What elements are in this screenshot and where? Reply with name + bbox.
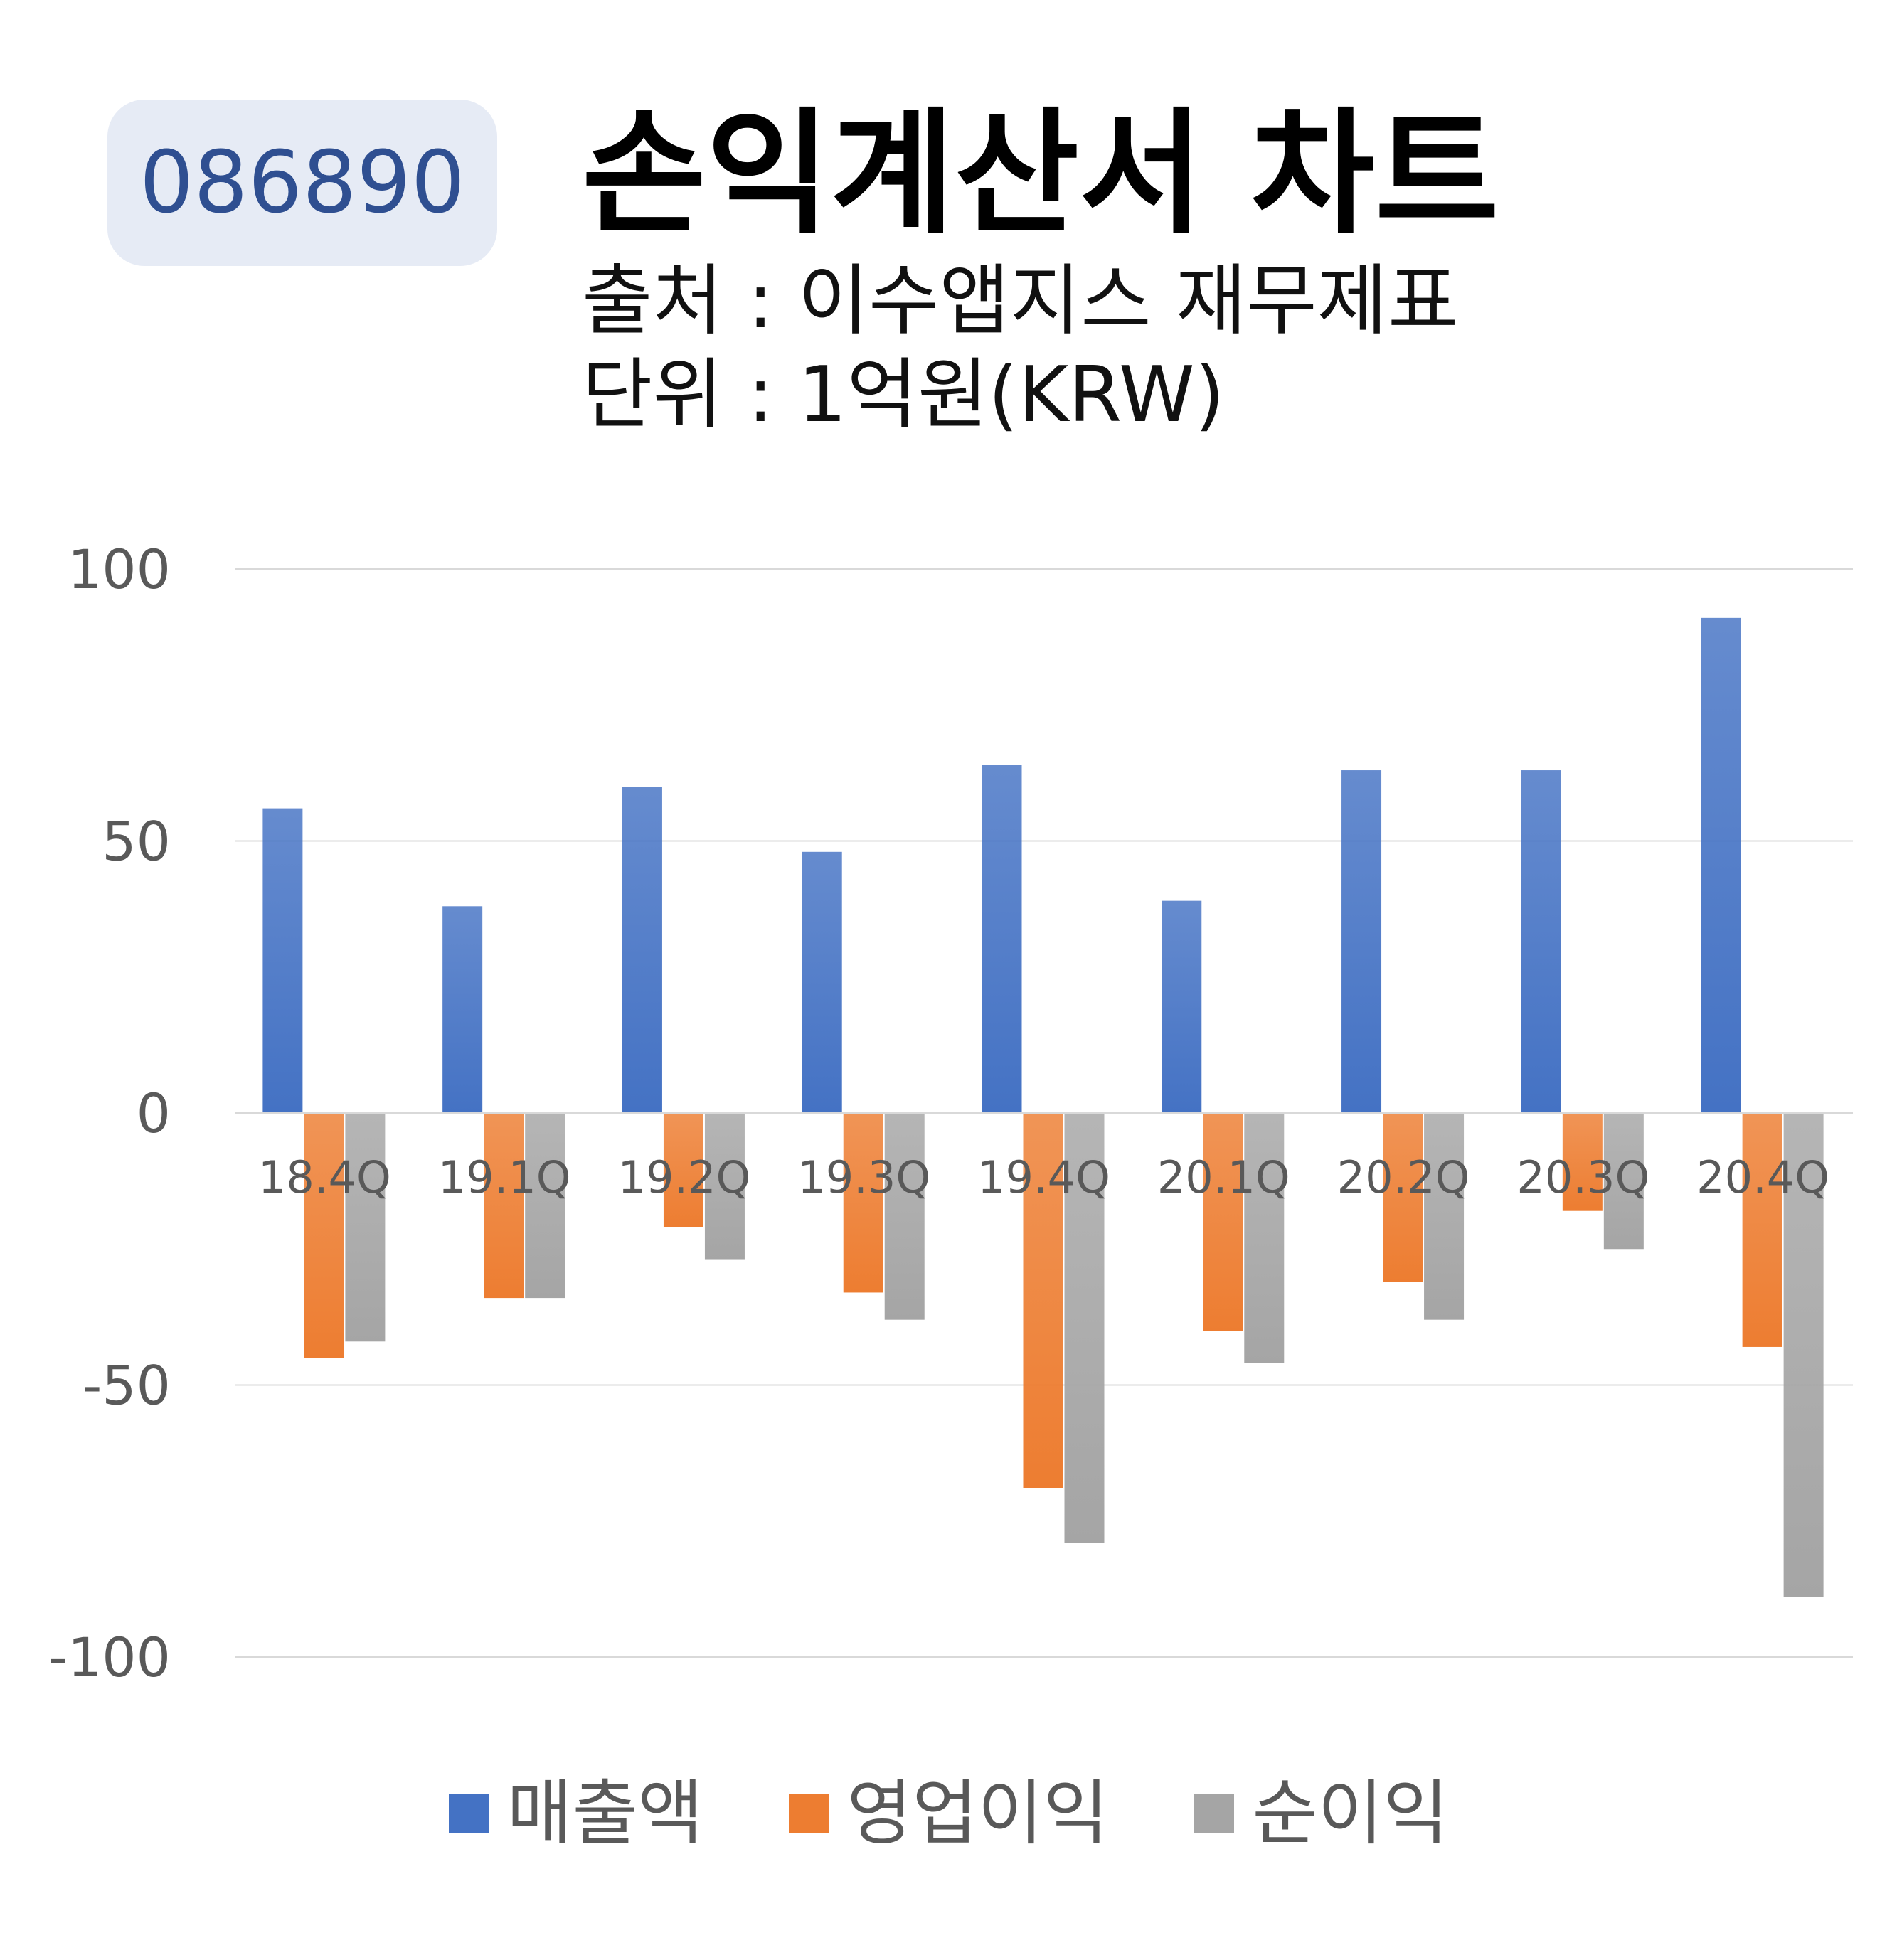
x-category-label: 20.2Q (1337, 1151, 1470, 1203)
stock-code: 086890 (139, 133, 466, 233)
bar-operating-income-19.2Q (663, 1113, 703, 1227)
legend-label: 영업이익 (846, 1772, 1109, 1855)
legend-item-operating-income: 영업이익 (788, 1772, 1109, 1855)
x-category-label: 19.3Q (797, 1151, 930, 1203)
y-tick-label: 50 (102, 810, 171, 873)
bar-operating-income-20.1Q (1203, 1113, 1243, 1331)
unit-note: 단위 : 1억원(KRW) (582, 351, 1225, 440)
legend-label: 순이익 (1252, 1772, 1449, 1855)
x-category-label: 20.1Q (1157, 1151, 1290, 1203)
bar-operating-income-19.3Q (843, 1113, 883, 1293)
bars (235, 617, 1853, 1597)
y-tick-label: 0 (137, 1082, 171, 1145)
source-note: 출처 : 이수앱지스 재무제표 (582, 257, 1459, 346)
category-labels: 18.4Q 19.1Q 19.2Q 19.3Q 19.4Q 20.1Q 20.2Q 20.3Q… (258, 1151, 1829, 1203)
bar-operating-income-20.2Q (1383, 1113, 1423, 1282)
legend-item-net-income: 순이익 (1194, 1778, 1449, 1849)
bar-revenue-20.2Q (1341, 770, 1382, 1113)
bar-chart: 100 50 0 -50 -100 18.4Q 19.1Q 19.2Q 19.3Q 19.4Q 2… (48, 538, 1853, 1689)
x-category-label: 20.3Q (1516, 1151, 1649, 1203)
bar-revenue-18.4Q (262, 808, 303, 1113)
legend: 매출액 영업이익 순이익 (0, 1778, 1897, 1849)
legend-swatch (448, 1794, 489, 1833)
bar-net-income-20.3Q (1603, 1113, 1644, 1250)
chart-title: 손익계산서 차트 (582, 95, 1499, 252)
bar-net-income-19.2Q (704, 1113, 745, 1260)
y-tick-label: -100 (48, 1626, 171, 1689)
bar-revenue-19.2Q (622, 787, 662, 1113)
bar-net-income-20.1Q (1244, 1113, 1285, 1363)
bar-revenue-19.4Q (982, 765, 1022, 1113)
x-category-label: 19.4Q (977, 1151, 1110, 1203)
bar-net-income-18.4Q (345, 1113, 386, 1342)
legend-label: 매출액 (506, 1772, 703, 1855)
bar-revenue-20.4Q (1701, 617, 1741, 1113)
legend-swatch (788, 1794, 829, 1833)
bar-operating-income-20.4Q (1742, 1113, 1782, 1347)
bar-revenue-20.1Q (1162, 900, 1202, 1113)
bar-net-income-20.2Q (1424, 1113, 1465, 1320)
stock-code-badge: 086890 (107, 100, 497, 266)
bar-revenue-20.3Q (1521, 770, 1561, 1113)
bar-operating-income-19.4Q (1023, 1113, 1063, 1488)
bar-operating-income-19.1Q (484, 1113, 524, 1299)
bar-net-income-19.4Q (1064, 1113, 1105, 1543)
y-tick-label: -50 (83, 1354, 171, 1417)
x-category-label: 20.4Q (1696, 1151, 1829, 1203)
y-tick-label: 100 (68, 538, 171, 601)
legend-swatch (1194, 1794, 1234, 1833)
bar-revenue-19.1Q (442, 906, 483, 1113)
x-category-label: 19.1Q (438, 1151, 571, 1203)
bar-net-income-20.4Q (1783, 1113, 1824, 1597)
x-category-label: 19.2Q (618, 1151, 751, 1203)
bar-operating-income-18.4Q (304, 1113, 344, 1358)
y-axis-ticks: 100 50 0 -50 -100 (48, 538, 171, 1689)
legend-item-revenue: 매출액 (448, 1772, 703, 1855)
x-category-label: 18.4Q (258, 1151, 391, 1203)
bar-net-income-19.1Q (525, 1113, 565, 1299)
bar-revenue-19.3Q (802, 851, 842, 1113)
bar-operating-income-20.3Q (1562, 1113, 1603, 1211)
bar-net-income-19.3Q (884, 1113, 925, 1320)
